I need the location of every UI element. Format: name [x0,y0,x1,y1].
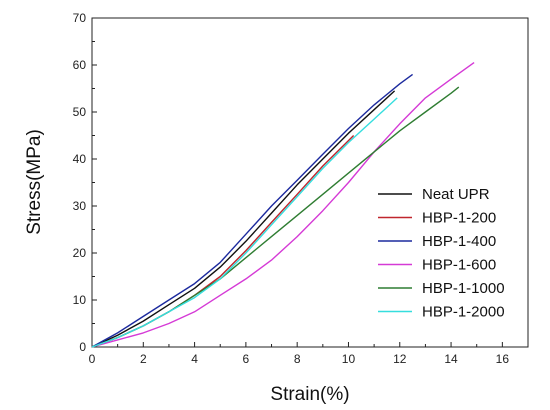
y-tick-label: 40 [73,152,87,166]
x-tick-label: 12 [393,352,407,366]
y-tick-label: 0 [79,340,86,354]
y-tick-label: 50 [73,105,87,119]
y-axis-ticks: 0 10 20 30 40 50 60 70 [73,11,97,354]
x-axis-title: Strain(%) [270,384,349,405]
legend-label-2: HBP-1-400 [422,233,496,250]
series-line-5 [91,97,398,348]
y-tick-label: 60 [73,58,87,72]
series-line-3 [91,62,475,348]
x-tick-label: 0 [89,352,96,366]
legend-label-3: HBP-1-600 [422,257,496,274]
y-tick-label: 30 [73,199,87,213]
legend: Neat UPR HBP-1-200 HBP-1-400 HBP-1-600 HBP-1… [378,186,505,321]
x-tick-label: 2 [140,352,147,366]
legend-label-1: HBP-1-200 [422,210,496,227]
x-tick-label: 6 [243,352,250,366]
y-tick-label: 10 [73,293,87,307]
legend-label-5: HBP-1-2000 [422,304,505,321]
x-tick-label: 14 [444,352,458,366]
y-axis-title: Stress(MPa) [24,129,45,235]
series-lines [91,62,475,348]
series-line-2 [91,73,414,348]
y-tick-label: 20 [73,246,87,260]
legend-label-4: HBP-1-1000 [422,280,505,297]
series-line-0 [91,90,396,348]
legend-label-0: Neat UPR [422,186,490,203]
y-tick-label: 70 [73,11,87,25]
x-tick-label: 16 [496,352,510,366]
x-tick-label: 4 [191,352,198,366]
x-axis-ticks: 0 2 4 6 8 10 12 14 16 [89,342,510,366]
x-tick-label: 10 [342,352,356,366]
x-tick-label: 8 [294,352,301,366]
